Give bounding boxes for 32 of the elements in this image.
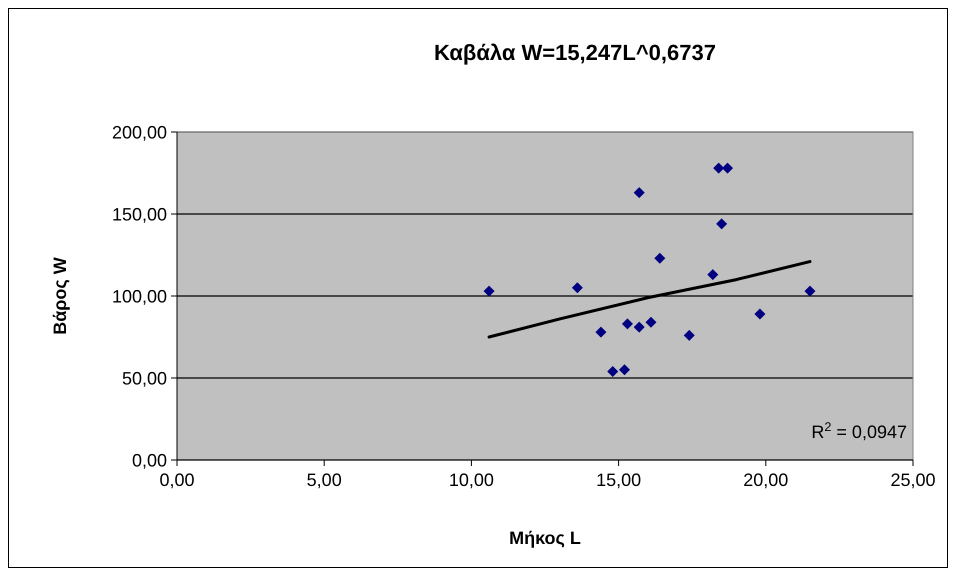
y-tick-label: 50,00: [122, 368, 167, 388]
point: [607, 366, 618, 377]
x-tick-label: 0,00: [159, 470, 195, 490]
x-tick-label: 15,00: [596, 470, 642, 490]
point: [707, 269, 718, 280]
y-axis-title: Βάρος W: [50, 257, 70, 335]
y-tick-label: 150,00: [112, 204, 167, 224]
y-tick-label: 100,00: [112, 286, 167, 306]
x-tick-label: 10,00: [448, 470, 494, 490]
x-tick-label: 5,00: [306, 470, 342, 490]
point: [595, 326, 606, 338]
point: [484, 286, 495, 297]
point: [622, 318, 633, 330]
point: [634, 322, 645, 333]
annotation: R$^{2}$ = 0,0947: [811, 420, 907, 442]
point: [722, 162, 734, 174]
point: [634, 187, 645, 198]
y-tick-label: 200,00: [112, 122, 167, 142]
point: [618, 364, 630, 376]
point: [713, 162, 724, 174]
x-axis-title: Μήκος L: [509, 528, 581, 548]
point: [684, 330, 695, 341]
point: [654, 252, 666, 264]
chart-title: Καβάλα W=15,247L^0,6737: [434, 40, 716, 65]
point: [716, 218, 728, 230]
point: [645, 316, 656, 328]
y-tick-label: 0,00: [132, 450, 167, 470]
point: [754, 308, 766, 320]
x-tick-label: 20,00: [743, 470, 788, 490]
point: [804, 286, 816, 297]
x-tick-label: 25,00: [890, 470, 936, 490]
point: [572, 282, 583, 294]
